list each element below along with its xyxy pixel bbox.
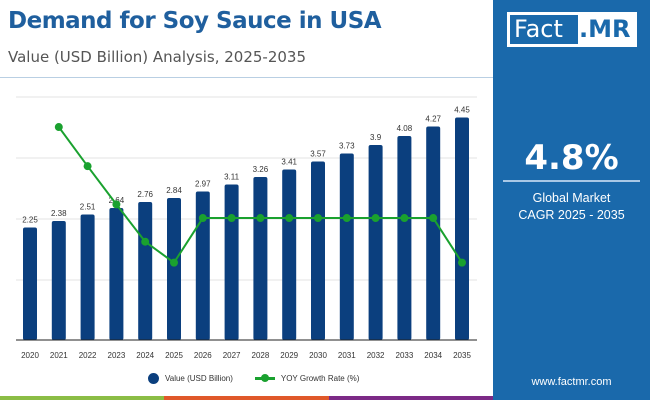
bar [51, 221, 66, 340]
chart-subtitle: Value (USD Billion) Analysis, 2025-2035 [8, 48, 306, 66]
growth-point [285, 214, 294, 223]
legend-item-growth: YOY Growth Rate (%) [254, 374, 360, 383]
data-label: 2.51 [80, 203, 96, 212]
bar [397, 136, 412, 340]
bar [368, 145, 383, 340]
data-label: 2.38 [51, 209, 67, 218]
data-label: 3.41 [281, 158, 297, 167]
x-tick-label: 2029 [280, 351, 298, 360]
growth-point [314, 214, 322, 223]
data-label: 4.27 [425, 115, 441, 124]
x-tick-label: 2028 [252, 351, 270, 360]
data-label: 3.11 [224, 173, 240, 182]
cagr-value: 4.8% [524, 138, 619, 178]
legend-line-swatch [254, 374, 275, 382]
chart-plot: 2.2520202.3820212.5120222.6420232.762024… [16, 96, 477, 360]
data-label: 3.9 [370, 133, 382, 142]
data-label: 3.73 [339, 142, 355, 151]
data-label: 3.57 [310, 150, 326, 159]
factmr-logo: Fact .MR [507, 12, 637, 47]
bar [167, 198, 181, 340]
data-label: 4.08 [397, 124, 413, 133]
color-strip [0, 396, 493, 400]
legend-bar-swatch [148, 373, 159, 384]
cagr-label-line2: CAGR 2025 - 2035 [518, 208, 625, 222]
bar [253, 177, 268, 340]
growth-point [342, 214, 351, 223]
bar [23, 227, 37, 340]
growth-point [112, 200, 121, 209]
legend-item-value: Value (USD Billion) [148, 373, 233, 384]
bar [224, 184, 239, 340]
strip-purple [328, 396, 493, 400]
strip-green [0, 396, 165, 400]
bar [426, 126, 441, 340]
strip-orange [164, 396, 329, 400]
growth-point [400, 214, 409, 223]
bar [282, 169, 297, 340]
data-label: 2.76 [137, 190, 153, 199]
data-label: 2.25 [22, 216, 38, 225]
growth-point [458, 258, 466, 267]
bar [80, 214, 95, 340]
x-tick-label: 2021 [50, 351, 68, 360]
x-tick-label: 2031 [338, 351, 356, 360]
x-tick-label: 2035 [453, 351, 471, 360]
legend: Value (USD Billion) YOY Growth Rate (%) [148, 373, 381, 384]
logo-text-mr: .MR [579, 15, 631, 43]
growth-point [429, 214, 438, 223]
x-tick-label: 2033 [396, 351, 414, 360]
x-tick-label: 2034 [424, 351, 442, 360]
x-tick-label: 2027 [223, 351, 241, 360]
growth-point [371, 214, 380, 223]
x-tick-label: 2025 [165, 351, 183, 360]
legend-label: Value (USD Billion) [165, 374, 233, 383]
growth-point [83, 162, 92, 171]
growth-point [198, 214, 207, 223]
x-tick-label: 2032 [367, 351, 385, 360]
x-tick-label: 2024 [136, 351, 154, 360]
x-tick-label: 2022 [79, 351, 97, 360]
data-label: 3.26 [253, 165, 269, 174]
x-tick-label: 2030 [309, 351, 327, 360]
growth-point [256, 214, 265, 223]
growth-point [54, 123, 63, 132]
data-label: 2.97 [195, 180, 211, 189]
cagr-divider [503, 180, 640, 182]
bar [195, 191, 210, 340]
bar [311, 161, 325, 340]
data-label: 4.45 [454, 106, 470, 115]
growth-point [227, 214, 236, 223]
x-tick-label: 2020 [21, 351, 39, 360]
chart-title: Demand for Soy Sauce in USA [8, 8, 382, 34]
website-link[interactable]: www.factmr.com [531, 376, 612, 388]
logo-text: Fact [510, 15, 578, 44]
x-tick-label: 2023 [108, 351, 126, 360]
bar [339, 153, 354, 340]
legend-label: YOY Growth Rate (%) [280, 374, 360, 383]
bar [138, 202, 153, 340]
bar [109, 208, 124, 340]
growth-point [141, 237, 150, 246]
side-panel: Fact .MR 4.8% Global Market CAGR 2025 - 20… [493, 0, 650, 400]
cagr-label-line1: Global Market [532, 191, 611, 205]
bar [455, 117, 469, 340]
header-divider [0, 77, 493, 78]
x-tick-label: 2026 [194, 351, 212, 360]
cagr-label: Global Market CAGR 2025 - 2035 [493, 190, 650, 224]
growth-point [170, 258, 178, 267]
data-label: 2.84 [166, 186, 182, 195]
